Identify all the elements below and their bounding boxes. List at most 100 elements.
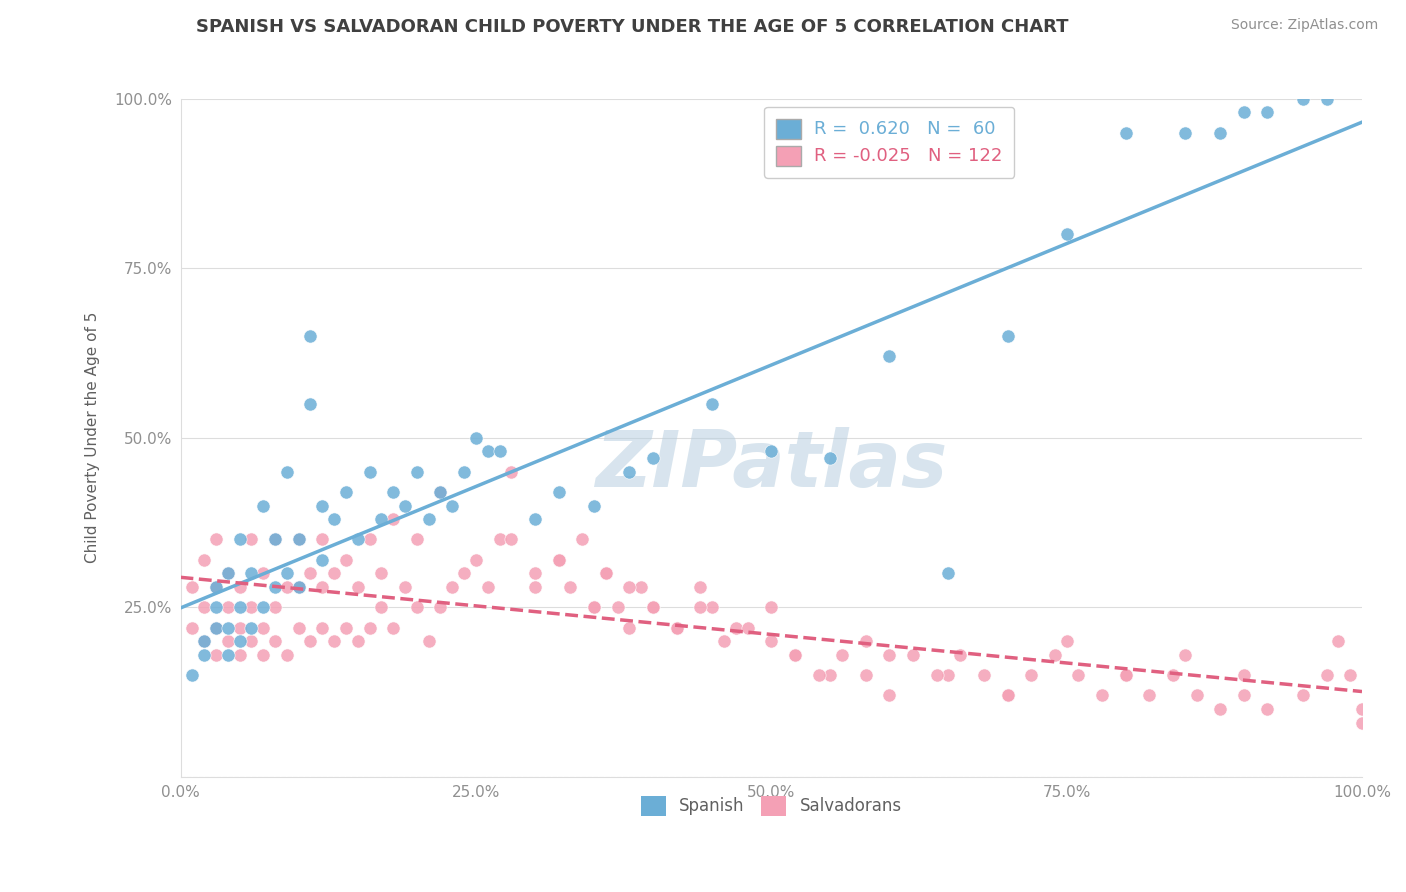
Point [217,621,239,635]
Point [299,634,322,648]
Point [252,648,274,662]
Point [418,634,440,648]
Point [311,621,333,635]
Point [193,553,215,567]
Point [205,621,228,635]
Point [1292,92,1315,106]
Point [689,600,711,615]
Point [761,634,783,648]
Point [630,580,652,594]
Point [583,600,606,615]
Point [949,648,972,662]
Text: ZIPatlas: ZIPatlas [595,427,948,503]
Point [477,444,499,458]
Point [264,533,287,547]
Point [1233,689,1256,703]
Point [359,533,381,547]
Point [311,499,333,513]
Point [382,512,405,526]
Point [583,600,606,615]
Point [228,634,250,648]
Point [264,600,287,615]
Point [287,533,309,547]
Point [181,668,204,682]
Point [1233,668,1256,682]
Point [1315,668,1337,682]
Point [1256,702,1278,716]
Point [205,600,228,615]
Point [938,668,960,682]
Point [264,533,287,547]
Point [820,451,842,466]
Point [713,634,735,648]
Point [346,580,368,594]
Point [689,580,711,594]
Point [879,648,901,662]
Point [228,621,250,635]
Point [217,566,239,581]
Point [217,634,239,648]
Point [1056,634,1078,648]
Point [441,499,464,513]
Point [547,553,569,567]
Point [394,580,416,594]
Point [619,621,641,635]
Point [595,566,617,581]
Point [464,553,486,567]
Point [523,566,546,581]
Point [523,512,546,526]
Point [1209,702,1232,716]
Point [359,621,381,635]
Point [240,621,263,635]
Point [783,648,806,662]
Point [359,465,381,479]
Point [276,465,298,479]
Point [879,349,901,363]
Point [665,621,688,635]
Point [737,621,759,635]
Point [193,648,215,662]
Point [181,621,204,635]
Point [453,566,475,581]
Point [619,465,641,479]
Point [217,600,239,615]
Point [335,553,357,567]
Point [831,648,853,662]
Point [571,533,593,547]
Point [405,600,427,615]
Text: Source: ZipAtlas.com: Source: ZipAtlas.com [1230,18,1378,32]
Point [181,580,204,594]
Point [488,533,510,547]
Point [217,648,239,662]
Point [761,600,783,615]
Point [453,465,475,479]
Point [205,580,228,594]
Point [276,566,298,581]
Point [606,600,628,615]
Point [1327,634,1350,648]
Point [1174,126,1197,140]
Point [1019,668,1042,682]
Point [547,485,569,500]
Point [193,634,215,648]
Point [405,533,427,547]
Point [643,600,665,615]
Point [335,621,357,635]
Point [370,600,392,615]
Point [370,566,392,581]
Point [252,600,274,615]
Point [370,512,392,526]
Point [299,566,322,581]
Point [441,580,464,594]
Point [879,689,901,703]
Point [1185,689,1208,703]
Point [702,600,724,615]
Point [240,634,263,648]
Point [299,329,322,343]
Point [702,397,724,411]
Point [217,566,239,581]
Legend: Spanish, Salvadorans: Spanish, Salvadorans [634,789,908,822]
Point [228,580,250,594]
Point [193,600,215,615]
Point [287,533,309,547]
